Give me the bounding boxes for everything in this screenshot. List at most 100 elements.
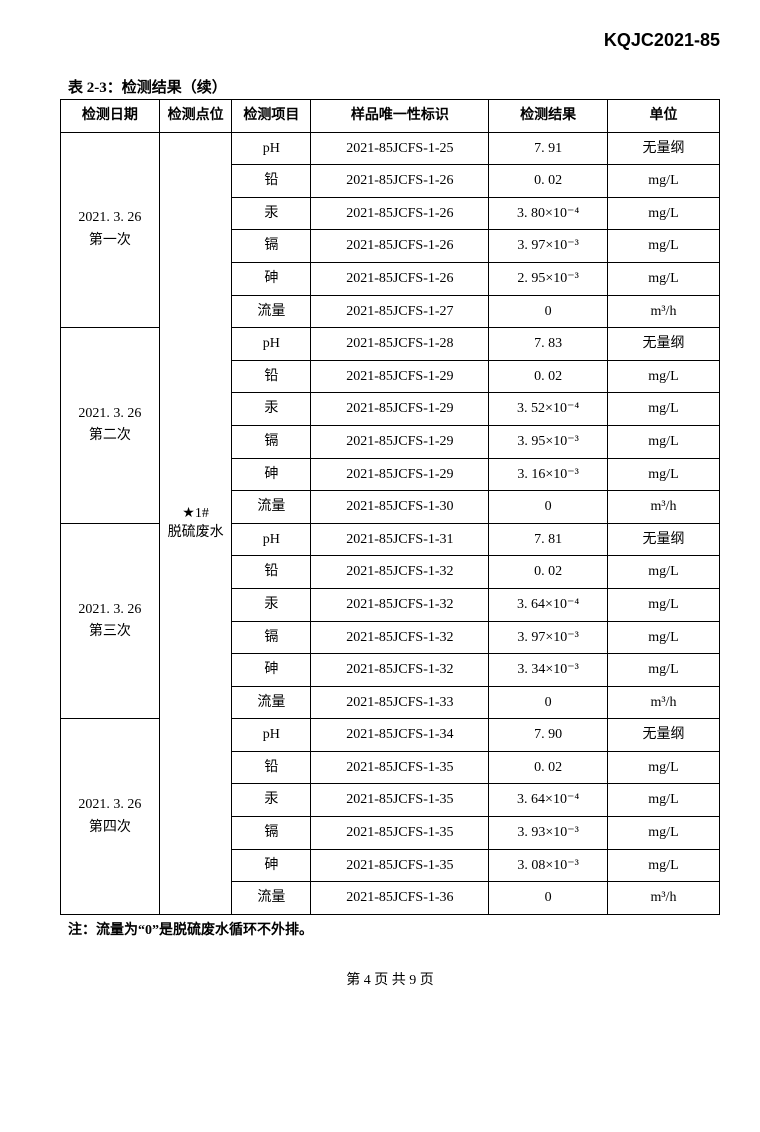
cell-result: 3. 34×10⁻³ — [489, 654, 608, 687]
cell-unit: mg/L — [607, 654, 719, 687]
cell-item: pH — [232, 328, 311, 361]
cell-result: 3. 97×10⁻³ — [489, 230, 608, 263]
cell-date: 2021. 3. 26第二次 — [61, 328, 160, 524]
cell-sample: 2021-85JCFS-1-35 — [311, 817, 489, 850]
cell-sample: 2021-85JCFS-1-26 — [311, 197, 489, 230]
cell-unit: 无量纲 — [607, 523, 719, 556]
cell-result: 3. 08×10⁻³ — [489, 849, 608, 882]
col-header-sample: 样品唯一性标识 — [311, 100, 489, 133]
cell-unit: mg/L — [607, 849, 719, 882]
cell-item: 铅 — [232, 751, 311, 784]
cell-unit: mg/L — [607, 165, 719, 198]
col-header-date: 检测日期 — [61, 100, 160, 133]
cell-unit: mg/L — [607, 621, 719, 654]
col-header-unit: 单位 — [607, 100, 719, 133]
cell-sample: 2021-85JCFS-1-29 — [311, 393, 489, 426]
cell-result: 3. 64×10⁻⁴ — [489, 588, 608, 621]
cell-unit: mg/L — [607, 230, 719, 263]
cell-result: 2. 95×10⁻³ — [489, 262, 608, 295]
page-indicator: 第 4 页 共 9 页 — [60, 969, 720, 989]
cell-item: 汞 — [232, 784, 311, 817]
cell-sample: 2021-85JCFS-1-28 — [311, 328, 489, 361]
cell-sample: 2021-85JCFS-1-26 — [311, 262, 489, 295]
cell-unit: 无量纲 — [607, 719, 719, 752]
cell-result: 0 — [489, 295, 608, 328]
cell-sample: 2021-85JCFS-1-30 — [311, 491, 489, 524]
cell-item: pH — [232, 719, 311, 752]
cell-item: 砷 — [232, 654, 311, 687]
cell-unit: mg/L — [607, 817, 719, 850]
cell-sample: 2021-85JCFS-1-25 — [311, 132, 489, 165]
cell-result: 3. 95×10⁻³ — [489, 425, 608, 458]
cell-unit: mg/L — [607, 556, 719, 589]
cell-result: 0 — [489, 882, 608, 915]
cell-result: 0 — [489, 491, 608, 524]
cell-result: 7. 81 — [489, 523, 608, 556]
cell-sample: 2021-85JCFS-1-29 — [311, 458, 489, 491]
cell-result: 3. 52×10⁻⁴ — [489, 393, 608, 426]
cell-unit: mg/L — [607, 784, 719, 817]
cell-unit: m³/h — [607, 882, 719, 915]
cell-item: 砷 — [232, 849, 311, 882]
cell-point: ★1#脱硫废水 — [159, 132, 231, 914]
cell-item: 流量 — [232, 686, 311, 719]
cell-result: 0. 02 — [489, 556, 608, 589]
cell-result: 3. 93×10⁻³ — [489, 817, 608, 850]
cell-sample: 2021-85JCFS-1-26 — [311, 230, 489, 263]
cell-result: 0. 02 — [489, 751, 608, 784]
cell-item: 铅 — [232, 556, 311, 589]
cell-sample: 2021-85JCFS-1-32 — [311, 588, 489, 621]
cell-sample: 2021-85JCFS-1-27 — [311, 295, 489, 328]
cell-result: 3. 16×10⁻³ — [489, 458, 608, 491]
cell-result: 3. 80×10⁻⁴ — [489, 197, 608, 230]
cell-item: pH — [232, 523, 311, 556]
cell-item: 流量 — [232, 295, 311, 328]
cell-unit: m³/h — [607, 295, 719, 328]
cell-item: 镉 — [232, 621, 311, 654]
cell-unit: m³/h — [607, 491, 719, 524]
cell-date: 2021. 3. 26第四次 — [61, 719, 160, 915]
cell-sample: 2021-85JCFS-1-29 — [311, 360, 489, 393]
results-table: 检测日期 检测点位 检测项目 样品唯一性标识 检测结果 单位 2021. 3. … — [60, 99, 720, 915]
cell-item: 砷 — [232, 262, 311, 295]
cell-result: 0. 02 — [489, 165, 608, 198]
cell-sample: 2021-85JCFS-1-36 — [311, 882, 489, 915]
cell-item: 铅 — [232, 360, 311, 393]
cell-unit: 无量纲 — [607, 132, 719, 165]
cell-item: 汞 — [232, 393, 311, 426]
cell-result: 7. 83 — [489, 328, 608, 361]
cell-sample: 2021-85JCFS-1-35 — [311, 849, 489, 882]
cell-unit: mg/L — [607, 360, 719, 393]
cell-unit: mg/L — [607, 588, 719, 621]
cell-sample: 2021-85JCFS-1-32 — [311, 654, 489, 687]
cell-unit: mg/L — [607, 262, 719, 295]
cell-result: 7. 90 — [489, 719, 608, 752]
cell-item: 铅 — [232, 165, 311, 198]
cell-sample: 2021-85JCFS-1-26 — [311, 165, 489, 198]
cell-result: 3. 97×10⁻³ — [489, 621, 608, 654]
cell-result: 0 — [489, 686, 608, 719]
col-header-item: 检测项目 — [232, 100, 311, 133]
cell-unit: mg/L — [607, 458, 719, 491]
cell-unit: 无量纲 — [607, 328, 719, 361]
table-header-row: 检测日期 检测点位 检测项目 样品唯一性标识 检测结果 单位 — [61, 100, 720, 133]
cell-item: 汞 — [232, 197, 311, 230]
cell-sample: 2021-85JCFS-1-32 — [311, 621, 489, 654]
cell-result: 0. 02 — [489, 360, 608, 393]
cell-unit: m³/h — [607, 686, 719, 719]
table-footnote: 注：流量为“0”是脱硫废水循环不外排。 — [60, 919, 720, 939]
table-row: 2021. 3. 26第一次★1#脱硫废水pH2021-85JCFS-1-257… — [61, 132, 720, 165]
cell-result: 7. 91 — [489, 132, 608, 165]
cell-item: 镉 — [232, 425, 311, 458]
cell-sample: 2021-85JCFS-1-35 — [311, 751, 489, 784]
cell-item: 汞 — [232, 588, 311, 621]
table-title: 表 2-3：检测结果（续） — [60, 76, 720, 97]
cell-item: 砷 — [232, 458, 311, 491]
cell-item: pH — [232, 132, 311, 165]
cell-unit: mg/L — [607, 197, 719, 230]
cell-result: 3. 64×10⁻⁴ — [489, 784, 608, 817]
document-id: KQJC2021-85 — [60, 30, 720, 51]
cell-sample: 2021-85JCFS-1-35 — [311, 784, 489, 817]
cell-unit: mg/L — [607, 425, 719, 458]
cell-sample: 2021-85JCFS-1-34 — [311, 719, 489, 752]
